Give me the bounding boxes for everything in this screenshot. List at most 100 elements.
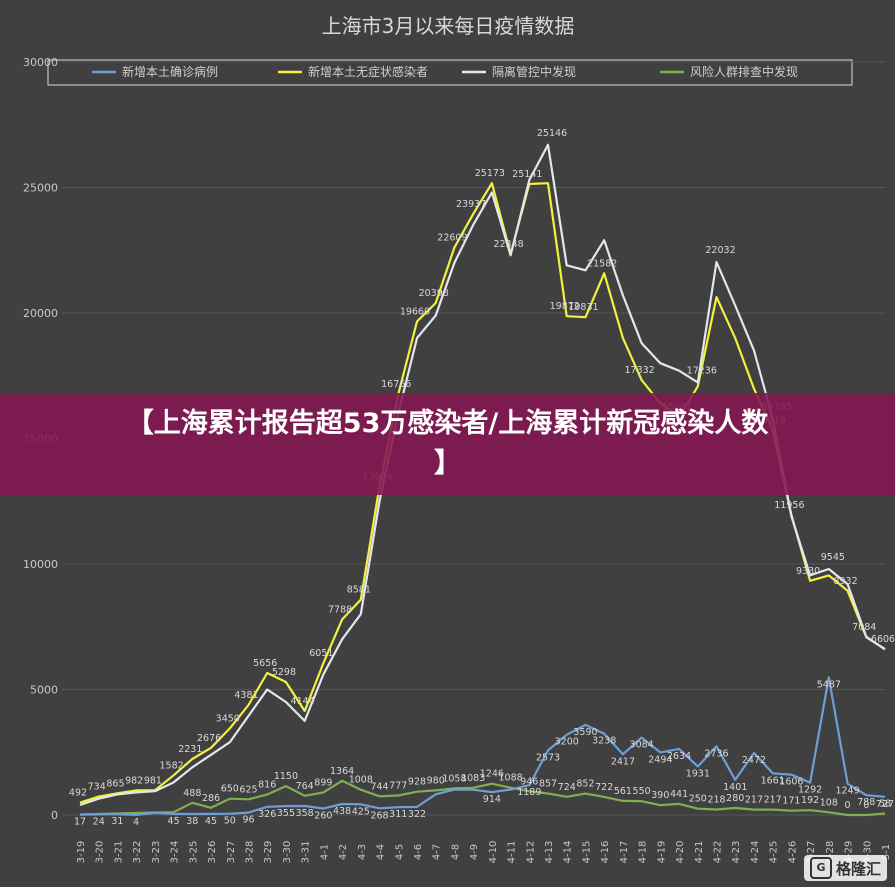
watermark: G 格隆汇 <box>803 855 887 881</box>
brand-logo-icon: G <box>809 857 832 879</box>
data-label: 650 <box>221 784 239 795</box>
legend-label: 新增本土确诊病例 <box>122 64 218 79</box>
x-tick-label: 5-1 <box>881 844 892 860</box>
data-label: 3200 <box>555 737 579 748</box>
x-tick-label: 4-22 <box>713 841 724 864</box>
x-tick-label: 4-15 <box>581 841 592 864</box>
chart-title: 上海市3月以来每日疫情数据 <box>322 14 575 38</box>
x-tick-label: 3-20 <box>95 841 106 864</box>
data-label: 981 <box>144 775 162 786</box>
data-label: 1401 <box>723 782 747 793</box>
series-line <box>79 182 886 804</box>
data-label: 5487 <box>817 679 841 690</box>
data-label: 38 <box>186 816 198 827</box>
data-label: 2472 <box>742 755 766 766</box>
x-tick-label: 4-14 <box>563 841 574 864</box>
x-tick-label: 4-6 <box>413 844 424 860</box>
x-tick-label: 4-30 <box>862 841 873 864</box>
x-axis: 3-19 3-20 3-21 3-22 3-23 3-24 3-25 3-26 3-27 3-28… <box>76 841 892 864</box>
x-tick-label: 3-30 <box>282 841 293 864</box>
data-label: 2676 <box>197 733 221 744</box>
data-label: 358 <box>296 808 314 819</box>
data-label: 280 <box>726 793 744 804</box>
data-label: 1058 <box>442 773 466 784</box>
x-tick-label: 4-23 <box>731 841 742 864</box>
data-label: 22609 <box>437 233 467 244</box>
data-label: 816 <box>258 780 276 791</box>
y-tick-label: 0 <box>51 809 58 822</box>
data-label: 5656 <box>253 658 277 669</box>
data-label: 24 <box>93 816 105 827</box>
watermark-text: 格隆汇 <box>835 859 881 878</box>
data-label: 1189 <box>517 787 541 798</box>
data-label: 21582 <box>587 258 617 269</box>
data-label: 1088 <box>498 773 522 784</box>
data-label: 22032 <box>705 245 735 256</box>
data-label: 17236 <box>687 365 717 376</box>
x-tick-label: 4-13 <box>544 841 555 864</box>
headline-line-2: 】 <box>434 448 461 479</box>
data-label: 22348 <box>493 239 523 250</box>
data-label: 2573 <box>536 752 560 763</box>
data-label: 23937 <box>456 199 486 210</box>
data-label: 788 <box>857 797 875 808</box>
data-label: 4381 <box>234 690 258 701</box>
y-tick-label: 30000 <box>23 56 58 69</box>
series-line <box>79 143 886 807</box>
data-label: 899 <box>314 777 332 788</box>
x-tick-label: 4-25 <box>769 841 780 864</box>
data-label: 980 <box>427 775 445 786</box>
data-label: 9545 <box>821 552 845 563</box>
data-label: 322 <box>408 809 426 820</box>
data-label: 25173 <box>475 168 505 179</box>
y-tick-label: 10000 <box>23 558 58 571</box>
x-tick-label: 3-31 <box>301 841 312 864</box>
data-label: 326 <box>258 809 276 820</box>
data-label: 1661 <box>761 775 785 786</box>
data-label: 441 <box>670 789 688 800</box>
data-label: 928 <box>408 777 426 788</box>
x-tick-label: 4-7 <box>432 844 443 860</box>
data-label: 852 <box>576 779 594 790</box>
data-label: 764 <box>296 781 314 792</box>
headline-banner: 【上海累计报告超53万感染者/上海累计新冠感染人数 】 <box>0 393 895 495</box>
x-tick-label: 3-21 <box>113 841 124 864</box>
data-label: 2634 <box>667 751 691 762</box>
x-tick-label: 3-29 <box>263 841 274 864</box>
data-label: 171 <box>782 796 800 807</box>
data-label: 45 <box>205 816 217 827</box>
x-tick-label: 4-16 <box>600 841 611 864</box>
data-label: 25146 <box>537 128 567 139</box>
x-tick-label: 4-29 <box>844 841 855 864</box>
data-label: 3590 <box>573 727 597 738</box>
data-label: 1008 <box>349 775 373 786</box>
x-tick-label: 4-24 <box>750 841 761 864</box>
data-label: 946 <box>520 776 538 787</box>
y-tick-label: 5000 <box>30 684 58 697</box>
x-tick-label: 4-10 <box>488 841 499 864</box>
x-tick-label: 4-5 <box>394 844 405 860</box>
data-label: 96 <box>242 815 254 826</box>
data-label: 7788 <box>328 605 352 616</box>
data-label: 50 <box>224 816 236 827</box>
x-tick-label: 4-11 <box>507 841 518 864</box>
data-label: 724 <box>558 782 576 793</box>
x-tick-label: 4-1 <box>319 844 330 860</box>
data-label: 8581 <box>347 585 371 596</box>
data-label: 2494 <box>648 754 672 765</box>
data-label: 0 <box>845 800 851 811</box>
data-label: 865 <box>106 778 124 789</box>
data-label: 6606 <box>871 634 895 645</box>
data-label: 1582 <box>160 760 184 771</box>
x-tick-label: 3-27 <box>226 841 237 864</box>
headline-line-1: 【上海累计报告超53万感染者/上海累计新冠感染人数 <box>126 408 769 439</box>
series-line <box>79 779 886 817</box>
data-label: 217 <box>745 795 763 806</box>
data-label: 1083 <box>461 773 485 784</box>
data-label: 3084 <box>630 740 654 751</box>
data-label: 727 <box>876 799 894 810</box>
data-label: 4 <box>133 817 139 828</box>
data-label: 3450 <box>216 713 240 724</box>
data-label: 1292 <box>798 785 822 796</box>
data-label: 31 <box>111 816 123 827</box>
